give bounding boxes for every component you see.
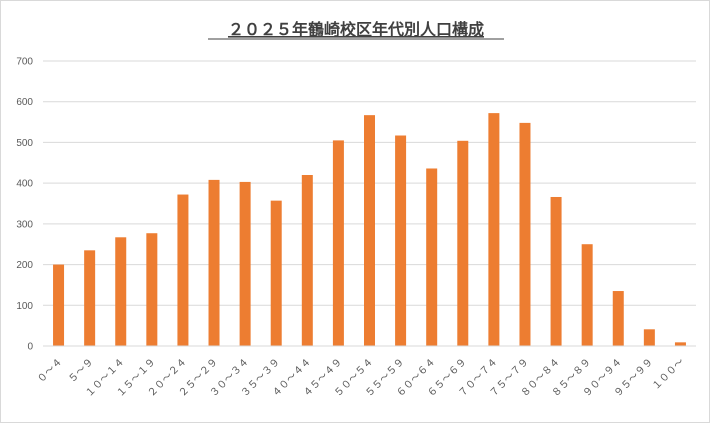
x-tick-label: ５～９ [67, 356, 96, 385]
bar [488, 113, 500, 346]
bar [177, 194, 189, 346]
bar [612, 291, 624, 346]
bar [332, 140, 344, 346]
x-axis-ticks: ０～４ ５～９１０～１４１５～１９２０～２４２５～２９３０～３４３５～３９４０～４… [36, 356, 687, 399]
bars [53, 113, 686, 347]
y-tick-label: 100 [16, 301, 33, 312]
bar [84, 250, 96, 346]
bar [519, 122, 531, 346]
bar [270, 200, 282, 346]
bar [395, 135, 407, 346]
bar [550, 196, 562, 346]
x-tick-label: １００～ [651, 356, 687, 392]
bar [239, 181, 251, 346]
bar [208, 179, 220, 346]
y-tick-label: 600 [16, 97, 33, 108]
bar [364, 115, 375, 347]
y-axis-ticks: 0 100 200 300 400 500 600 700 [16, 57, 33, 353]
y-tick-label: 700 [16, 57, 33, 68]
y-tick-label: 0 [27, 342, 33, 353]
chart-title: ２０２５年鶴崎校区年代別人口構成 [228, 20, 484, 39]
bar [426, 168, 438, 346]
bar [115, 237, 127, 346]
bar [53, 264, 65, 346]
y-tick-label: 500 [16, 138, 33, 149]
bar [301, 175, 313, 346]
y-tick-label: 300 [16, 219, 33, 230]
bar [581, 244, 593, 346]
x-tick-label: ０～４ [36, 356, 65, 385]
bar [146, 233, 158, 346]
y-tick-label: 200 [16, 260, 33, 271]
bar [457, 140, 469, 346]
bar [643, 329, 655, 346]
y-tick-label: 400 [16, 179, 33, 190]
bar [674, 342, 686, 346]
